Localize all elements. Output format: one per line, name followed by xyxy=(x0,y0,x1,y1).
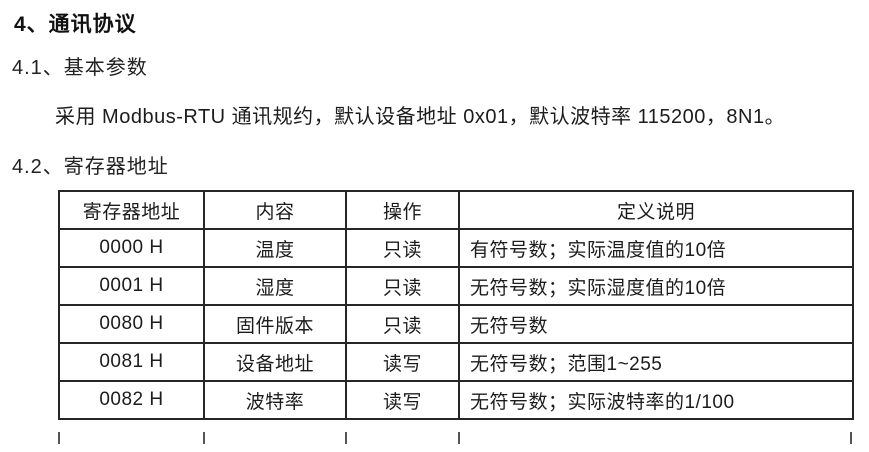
column-header-content: 内容 xyxy=(203,190,347,230)
definition-cell: 无符号数；实际湿度值的10倍 xyxy=(458,266,854,306)
table-row: 0081 H 设备地址 读写 无符号数；范围1~255 xyxy=(58,342,854,382)
definition-cell: 无符号数 xyxy=(458,304,854,344)
cutoff-next-row-stub xyxy=(58,432,852,444)
table-row: 0082 H 波特率 读写 无符号数；实际波特率的1/100 xyxy=(58,380,854,420)
table-header-row: 寄存器地址 内容 操作 定义说明 xyxy=(58,190,854,230)
operation-cell: 只读 xyxy=(345,228,460,268)
register-address-table: 寄存器地址 内容 操作 定义说明 0000 H 温度 只读 有符号数；实际温度值… xyxy=(58,190,854,420)
stub-column-divider xyxy=(458,432,852,444)
stub-column-divider xyxy=(203,432,345,444)
operation-cell: 只读 xyxy=(345,304,460,344)
content-cell: 湿度 xyxy=(203,266,347,306)
protocol-paragraph: 采用 Modbus-RTU 通讯规约，默认设备地址 0x01，默认波特率 115… xyxy=(55,106,786,128)
subsection-4-2-heading: 4.2、寄存器地址 xyxy=(12,156,169,178)
table-row: 0001 H 湿度 只读 无符号数；实际湿度值的10倍 xyxy=(58,266,854,306)
content-cell: 温度 xyxy=(203,228,347,268)
register-address-cell: 0080 H xyxy=(58,304,205,344)
content-cell: 设备地址 xyxy=(203,342,347,382)
register-address-cell: 0082 H xyxy=(58,380,205,420)
register-address-cell: 0000 H xyxy=(58,228,205,268)
section-heading: 4、通讯协议 xyxy=(14,13,137,36)
subsection-4-1-heading: 4.1、基本参数 xyxy=(12,57,148,79)
definition-cell: 有符号数；实际温度值的10倍 xyxy=(458,228,854,268)
operation-cell: 只读 xyxy=(345,266,460,306)
content-cell: 固件版本 xyxy=(203,304,347,344)
column-header-operation: 操作 xyxy=(345,190,460,230)
stub-column-divider xyxy=(345,432,458,444)
register-address-cell: 0001 H xyxy=(58,266,205,306)
definition-cell: 无符号数；实际波特率的1/100 xyxy=(458,380,854,420)
column-header-definition: 定义说明 xyxy=(458,190,854,230)
stub-column-divider xyxy=(58,432,203,444)
operation-cell: 读写 xyxy=(345,342,460,382)
table-row: 0080 H 固件版本 只读 无符号数 xyxy=(58,304,854,344)
column-header-register-address: 寄存器地址 xyxy=(58,190,205,230)
operation-cell: 读写 xyxy=(345,380,460,420)
table-row: 0000 H 温度 只读 有符号数；实际温度值的10倍 xyxy=(58,228,854,268)
content-cell: 波特率 xyxy=(203,380,347,420)
register-address-cell: 0081 H xyxy=(58,342,205,382)
definition-cell: 无符号数；范围1~255 xyxy=(458,342,854,382)
